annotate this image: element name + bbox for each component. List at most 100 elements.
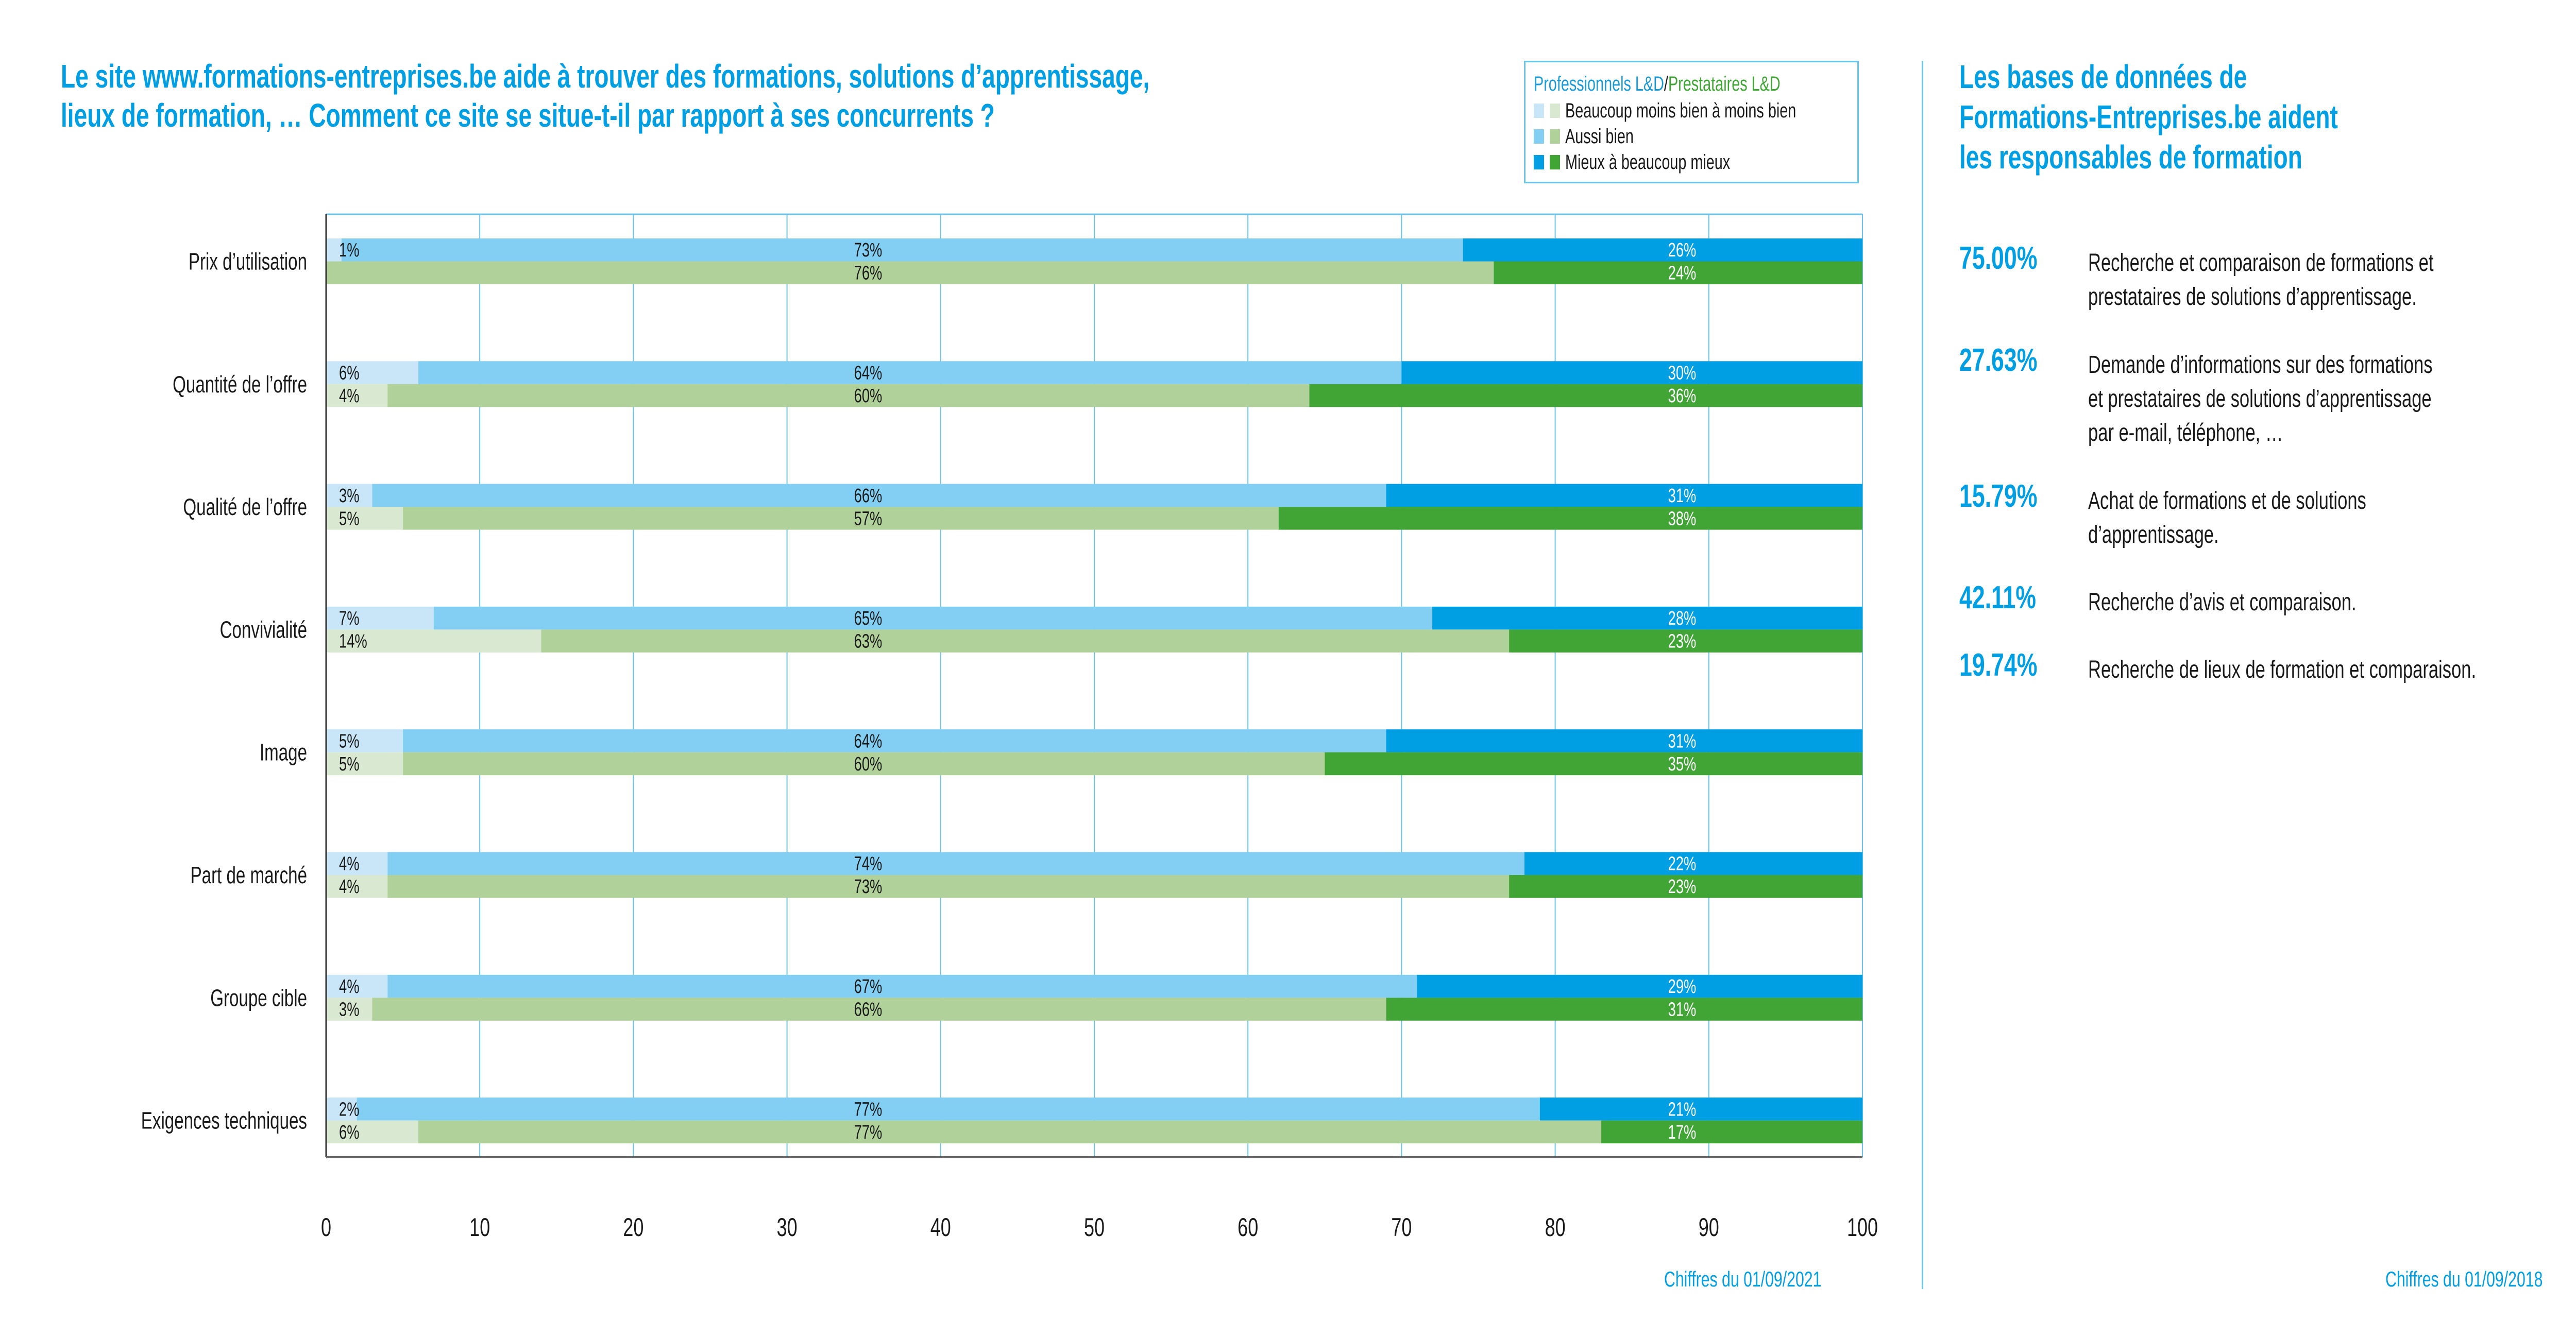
x-tick-label: 70 (1391, 1213, 1412, 1242)
bar-segment (326, 484, 372, 507)
right-title-line: les responsables de formation (1959, 139, 2302, 176)
bar-segment (341, 238, 1463, 262)
stat-line: Demande d’informations sur des formation… (2088, 351, 2433, 379)
right-panel-footnote: Chiffres du 01/09/2018 (2385, 1267, 2543, 1291)
data-label: 7% (339, 608, 360, 629)
data-label: 35% (1668, 753, 1697, 775)
bar-segment (1401, 361, 1862, 384)
bar-segment (326, 752, 403, 776)
bar-segment (1539, 1097, 1862, 1121)
data-label: 31% (1668, 485, 1697, 507)
data-label: 57% (854, 508, 883, 529)
data-label: 36% (1668, 385, 1697, 407)
stat-line: d’apprentissage. (2088, 521, 2219, 548)
x-tick-label: 30 (777, 1213, 798, 1242)
stacked-bar-chart: 1% 73% 26% 76% 24% Prix d’utilisation 6% 64% 30%… (141, 213, 1878, 1242)
data-label: 23% (1668, 630, 1697, 652)
category-label: Prix d’utilisation (189, 249, 307, 275)
bar-segment (326, 507, 403, 530)
bar-segment (1386, 484, 1862, 507)
bar-segment (387, 875, 1510, 898)
x-tick-label: 60 (1238, 1213, 1258, 1242)
bar-segment (326, 852, 388, 875)
data-label: 76% (854, 262, 883, 284)
data-label: 5% (339, 508, 360, 529)
data-label: 77% (854, 1122, 883, 1143)
data-label: 60% (854, 385, 883, 407)
legend-swatch-prest-better (1550, 155, 1560, 169)
bar-segment (433, 606, 1433, 630)
category-label: Convivialité (220, 617, 307, 643)
x-tick-label: 0 (321, 1213, 331, 1242)
data-label: 66% (854, 485, 883, 507)
category-label: Quantité de l’offre (173, 372, 307, 398)
data-label: 5% (339, 753, 360, 775)
data-label: 14% (339, 630, 367, 652)
chart-title-line: Le site www.formations-entreprises.be ai… (61, 58, 1150, 95)
legend: Professionnels L&D/Prestataires L&D Beau… (1524, 61, 1859, 183)
bar-segment (1509, 875, 1862, 898)
bar-segment (1386, 998, 1862, 1021)
stat-line: Achat de formations et de solutions (2088, 487, 2366, 514)
data-label: 31% (1668, 999, 1697, 1020)
bar-segment (1386, 729, 1862, 752)
data-label: 4% (339, 976, 360, 998)
data-label: 74% (854, 853, 883, 874)
legend-swatch-pro-same (1534, 129, 1544, 144)
bar-segment (403, 507, 1279, 530)
right-panel-title: Les bases de données de Formations-Entre… (1959, 57, 2485, 177)
stat-line: et prestataires de solutions d’apprentis… (2088, 385, 2432, 413)
stat-description: Achat de formations et de solutions d’ap… (2088, 484, 2475, 552)
stat-line: par e-mail, téléphone, … (2088, 419, 2283, 447)
data-label: 4% (339, 853, 360, 874)
bar-segment (357, 1097, 1540, 1121)
category-label: Image (260, 740, 307, 766)
legend-label: Beaucoup moins bien à moins bien (1565, 99, 1797, 122)
bar-segment (326, 384, 388, 407)
bar-segment (1494, 261, 1862, 284)
bar-segment (326, 1120, 418, 1144)
data-label: 65% (854, 608, 883, 629)
x-tick-label: 50 (1084, 1213, 1105, 1242)
data-label: 60% (854, 753, 883, 775)
data-label: 21% (1668, 1099, 1697, 1120)
x-tick-label: 20 (623, 1213, 643, 1242)
bar-segment (541, 629, 1510, 653)
bar-segment (1325, 752, 1862, 776)
stat-value: 19.74% (1959, 647, 2038, 683)
stat-line: Recherche d’avis et comparaison. (2088, 589, 2357, 616)
data-label: 6% (339, 362, 360, 384)
data-label: 31% (1668, 730, 1697, 752)
legend-separator: / (1664, 73, 1668, 95)
data-label: 4% (339, 876, 360, 898)
stat-line: Recherche et comparaison de formations e… (2088, 249, 2434, 277)
bar-segment (326, 629, 541, 653)
legend-group-b: Prestataires L&D (1668, 73, 1781, 95)
legend-swatch-pro-better (1534, 155, 1544, 169)
bar-segment (403, 729, 1386, 752)
panel-divider (1922, 61, 1923, 1289)
data-label: 64% (854, 362, 883, 384)
bar-segment (326, 606, 434, 630)
stat-line: prestataires de solutions d’apprentissag… (2088, 283, 2417, 311)
data-label: 3% (339, 999, 360, 1020)
bar-segment (387, 852, 1524, 875)
data-label: 23% (1668, 876, 1697, 898)
bar-segment (372, 484, 1386, 507)
stat-description: Recherche et comparaison de formations e… (2088, 246, 2568, 314)
data-label: 2% (339, 1099, 360, 1120)
data-label: 73% (854, 876, 883, 898)
right-title-line: Formations-Entreprises.be aident (1959, 98, 2338, 135)
legend-swatch-prest-worse (1550, 104, 1560, 118)
data-label: 1% (339, 239, 360, 261)
chart-title-line: lieux de formation, … Comment ce site se… (61, 97, 995, 134)
bar-segment (1601, 1120, 1862, 1144)
chart-title: Le site www.formations-entreprises.be ai… (61, 57, 1573, 135)
bar-segment (326, 261, 1494, 284)
bar-segment (326, 238, 342, 262)
x-tick-label: 90 (1699, 1213, 1719, 1242)
bar-segment (326, 1097, 357, 1121)
category-label: Groupe cible (210, 985, 307, 1011)
data-label: 4% (339, 385, 360, 407)
stat-description: Recherche d’avis et comparaison. (2088, 586, 2461, 620)
